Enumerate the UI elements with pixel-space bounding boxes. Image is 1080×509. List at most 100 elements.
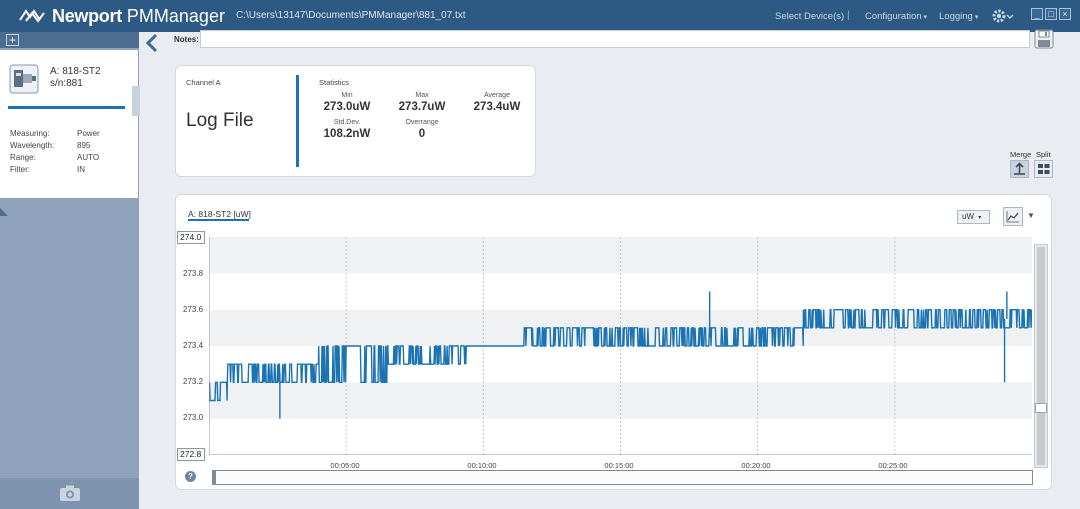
scrollbar-track	[1037, 247, 1045, 465]
stat-average: Average 273.4uW	[468, 92, 526, 113]
merge-icon	[1014, 162, 1025, 175]
logging-label: Logging	[939, 11, 973, 22]
y-axis-max-input[interactable]: 274.0	[177, 231, 205, 244]
merge-button[interactable]	[1010, 160, 1029, 178]
configuration-menu[interactable]: Configuration ▾	[865, 11, 927, 22]
grid-icon	[1038, 164, 1050, 174]
property-label: Filter:	[10, 165, 30, 174]
series-tab[interactable]: A: 818-ST2 [uW]	[188, 209, 251, 219]
notes-input[interactable]	[200, 30, 1030, 48]
property-label: Wavelength:	[10, 141, 55, 150]
sidebar-toolbar: +	[0, 32, 139, 48]
menu-separator: |	[847, 10, 850, 21]
series-line	[209, 309, 1032, 402]
line-chart-icon	[1006, 211, 1019, 223]
device-name: A: 818-ST2	[50, 66, 101, 77]
y-tick-label: 273.8	[183, 269, 204, 278]
x-tick-label: 00:15:00	[604, 461, 634, 470]
file-path: C:\Users\13147\Documents\PMManager\881_0…	[236, 10, 466, 21]
chevron-down-icon: ▾	[974, 14, 979, 21]
device-properties: Measuring: Power Wavelength: 895 Range: …	[10, 129, 100, 177]
x-tick-label: 00:10:00	[467, 461, 497, 470]
property-value: 895	[77, 141, 91, 150]
device-card[interactable]: A: 818-ST2 s/n:881 Measuring: Power Wave…	[0, 50, 138, 216]
stat-label: Overrange	[405, 119, 439, 126]
camera-icon[interactable]	[59, 484, 81, 502]
stat-max: Max 273.7uW	[394, 92, 450, 113]
help-icon[interactable]: ?	[185, 471, 196, 482]
split-button[interactable]	[1034, 160, 1053, 178]
y-tick-label: 273.0	[183, 413, 204, 422]
channel-mode: Log File	[186, 110, 254, 131]
add-device-button[interactable]: +	[6, 34, 19, 46]
stats-divider	[296, 75, 299, 167]
stat-value: 108.2nW	[323, 128, 371, 140]
stat-value: 273.0uW	[323, 101, 371, 113]
channel-label: Channel A	[186, 78, 221, 87]
y-axis-min-input[interactable]: 272.8	[177, 448, 205, 461]
chevron-down-icon: ▾	[978, 215, 982, 221]
x-tick-label: 00:25:00	[878, 461, 908, 470]
statistics-title: Statistics	[319, 78, 350, 87]
stat-label: Std.Dev.	[333, 119, 361, 126]
maximize-button[interactable]: □	[1045, 8, 1057, 20]
card-expand-handle[interactable]	[132, 86, 140, 116]
unit-select[interactable]: uW ▾	[957, 210, 990, 224]
logging-menu[interactable]: Logging ▾	[939, 11, 978, 22]
stat-value: 0	[418, 128, 426, 140]
plot-band	[209, 382, 1032, 419]
property-label: Range:	[10, 153, 36, 162]
scrollbar-thumb[interactable]	[1035, 403, 1047, 413]
stat-label: Min	[341, 92, 353, 99]
vertical-scrollbar[interactable]	[1034, 244, 1048, 468]
plot-band	[209, 418, 1032, 455]
split-label: Split	[1036, 150, 1051, 159]
y-tick-label: 273.6	[183, 305, 204, 314]
stat-std-dev: Std.Dev. 108.2nW	[319, 119, 375, 140]
power-sensor-icon	[9, 64, 39, 94]
app-name: PMManager	[126, 5, 225, 26]
minimize-button[interactable]: _	[1031, 8, 1043, 20]
series-tab-underline	[188, 219, 249, 221]
collapse-sidebar-icon[interactable]	[143, 32, 161, 54]
property-value: AUTO	[77, 153, 100, 162]
app-logo: Newport PMManager	[18, 5, 225, 27]
save-icon[interactable]	[1034, 29, 1054, 49]
stat-overrange: Overrange 0	[394, 119, 450, 140]
property-row: Filter: IN	[10, 165, 100, 177]
stat-value: 273.7uW	[398, 101, 446, 113]
x-tick-label: 00:05:00	[330, 461, 360, 470]
stat-value: 273.4uW	[473, 101, 521, 113]
notes-label: Notes:	[174, 35, 199, 44]
channel-stats-card: Channel A Log File Statistics Min 273.0u…	[175, 65, 536, 177]
y-tick-label: 273.4	[183, 341, 204, 350]
brand-name: Newport	[52, 5, 122, 26]
device-label: A: 818-ST2 s/n:881	[50, 66, 101, 90]
property-value: Power	[77, 129, 100, 138]
select-devices-menu[interactable]: Select Device(s)	[775, 11, 845, 22]
device-serial: s/n:881	[50, 78, 83, 89]
settings-gear-icon[interactable]	[990, 7, 1014, 25]
property-value: IN	[77, 165, 85, 174]
chart-type-caret-icon[interactable]: ▼	[1027, 211, 1035, 220]
close-button[interactable]: ×	[1059, 8, 1071, 20]
stat-label: Max	[415, 92, 429, 99]
property-row: Measuring: Power	[10, 129, 100, 141]
plot-band	[209, 273, 1032, 310]
property-row: Wavelength: 895	[10, 141, 100, 153]
device-sidebar: + A: 818-ST2 s/n:881 Measuring: Power Wa…	[0, 32, 140, 509]
chevron-down-icon: ▾	[923, 14, 928, 21]
chart-type-button[interactable]	[1003, 207, 1023, 226]
x-tick-label: 00:20:00	[741, 461, 771, 470]
property-row: Range: AUTO	[10, 153, 100, 165]
merge-label: Merge	[1010, 150, 1032, 159]
y-tick-label: 273.2	[183, 377, 204, 386]
device-status-bar	[8, 106, 125, 109]
log-plot	[209, 237, 1032, 455]
title-bar: Newport PMManager C:\Users\13147\Documen…	[0, 0, 1080, 32]
plot-band	[209, 237, 1032, 274]
property-label: Measuring:	[10, 129, 50, 138]
time-range-thumb[interactable]	[213, 471, 216, 484]
time-range-scrollbar[interactable]	[212, 470, 1033, 485]
unit-value: uW	[962, 212, 974, 221]
